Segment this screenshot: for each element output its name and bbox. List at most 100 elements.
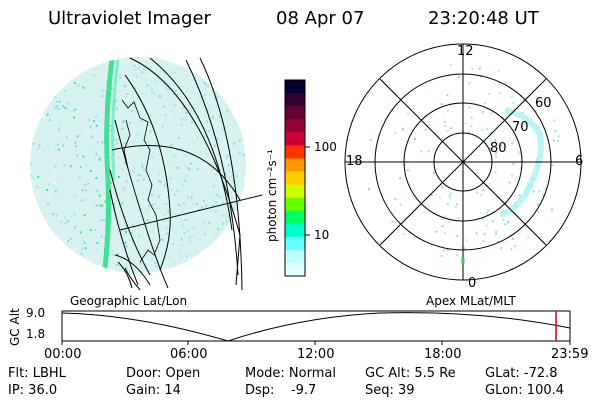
speckle-dot [487,209,490,212]
speckle-dot [155,265,158,268]
speckle-dot [518,194,521,197]
speckle-dot [226,242,229,245]
speckle-dot [170,189,173,192]
speckle-dot [198,70,201,73]
speckle-dot [63,68,66,71]
speckle-dot [96,141,99,144]
speckle-dot [491,220,494,223]
speckle-dot [179,204,182,207]
speckle-dot [447,109,450,112]
speckle-dot [54,190,57,193]
speckle-dot [83,198,86,201]
speckle-dot [215,254,218,257]
colorbar-band [285,119,305,133]
speckle-dot [158,86,161,89]
speckle-dot [165,202,168,205]
speckle-dot [133,64,136,67]
speckle-dot [507,222,510,225]
speckle-dot [173,104,176,107]
speckle-dot [495,230,498,233]
speckle-dot [206,77,208,80]
speckle-dot [161,195,163,198]
speckle-dot [185,111,188,114]
speckle-dot [104,90,107,93]
speckle-dot [59,82,62,85]
speckle-dot [60,245,63,248]
speckle-dot [87,182,90,185]
speckle-dot [158,172,161,175]
speckle-dot [514,245,516,248]
speckle-dot [56,100,59,103]
polar-hour-18: 18 [346,154,363,169]
geographic-grid [109,57,263,291]
colorbar [285,80,305,277]
speckle-dot [58,148,61,151]
speckle-dot [123,189,126,192]
speckle-dot [40,215,43,218]
speckle-dot [175,231,177,234]
speckle-dot [153,91,156,94]
speckle-dot [73,213,76,216]
speckle-dot [511,174,514,176]
speckle-dot [115,138,118,141]
speckle-dot [103,219,106,222]
speckle-dot [207,85,210,88]
speckle-dot [180,148,183,150]
speckle-dot [64,106,67,109]
status-seq: Seq: 39 [365,383,415,398]
speckle-dot [234,266,236,269]
speckle-dot [189,263,192,266]
speckle-dot [66,72,69,75]
speckle-dot [116,253,119,256]
status-gain: Gain: 14 [126,383,181,398]
speckle-dot [443,121,446,124]
speckle-dot [152,57,154,60]
speckle-dot [100,235,103,238]
speckle-dot [220,214,223,217]
speckle-dot [160,261,163,264]
speckle-dot [79,231,82,234]
speckle-dot [222,127,225,130]
status-filter: Flt: LBHL [8,366,66,381]
speckle-dot [66,102,69,105]
speckle-dot [47,203,50,206]
speckle-dot [136,133,139,136]
speckle-dot [137,67,140,70]
speckle-dot [220,62,223,65]
speckle-dot [212,185,215,188]
speckle-dot [215,210,218,213]
speckle-dot [180,238,183,241]
speckle-dot [537,203,540,206]
speckle-dot [226,68,229,71]
speckle-dot [414,106,417,109]
speckle-dot [69,238,72,240]
speckle-dot [228,57,231,60]
speckle-dot [47,257,50,260]
colorbar-band [285,93,305,107]
speckle-dot [399,177,402,180]
speckle-dot [480,194,483,197]
speckle-dot [179,256,182,259]
speckle-dot [104,200,107,203]
apex-polar-panel [344,43,582,281]
colorbar-band [285,106,305,120]
speckle-dot [200,180,203,182]
speckle-dot [215,164,218,166]
speckle-dot [50,260,53,263]
speckle-dot [215,122,218,125]
speckle-dot [486,212,489,215]
speckle-dot [244,73,246,76]
speckle-dot [440,254,443,257]
status-ip: IP: 36.0 [8,383,58,398]
speckle-dot [489,132,492,135]
aurora-band-inner [111,59,120,181]
speckle-dot [38,144,41,147]
speckle-dot [188,143,191,146]
speckle-dot [93,120,96,123]
speckle-dot [471,67,474,70]
coastline [121,99,161,263]
speckle-dot [204,73,207,76]
speckle-dot [172,79,175,82]
speckle-dot [48,77,51,80]
speckle-dot [67,108,69,111]
